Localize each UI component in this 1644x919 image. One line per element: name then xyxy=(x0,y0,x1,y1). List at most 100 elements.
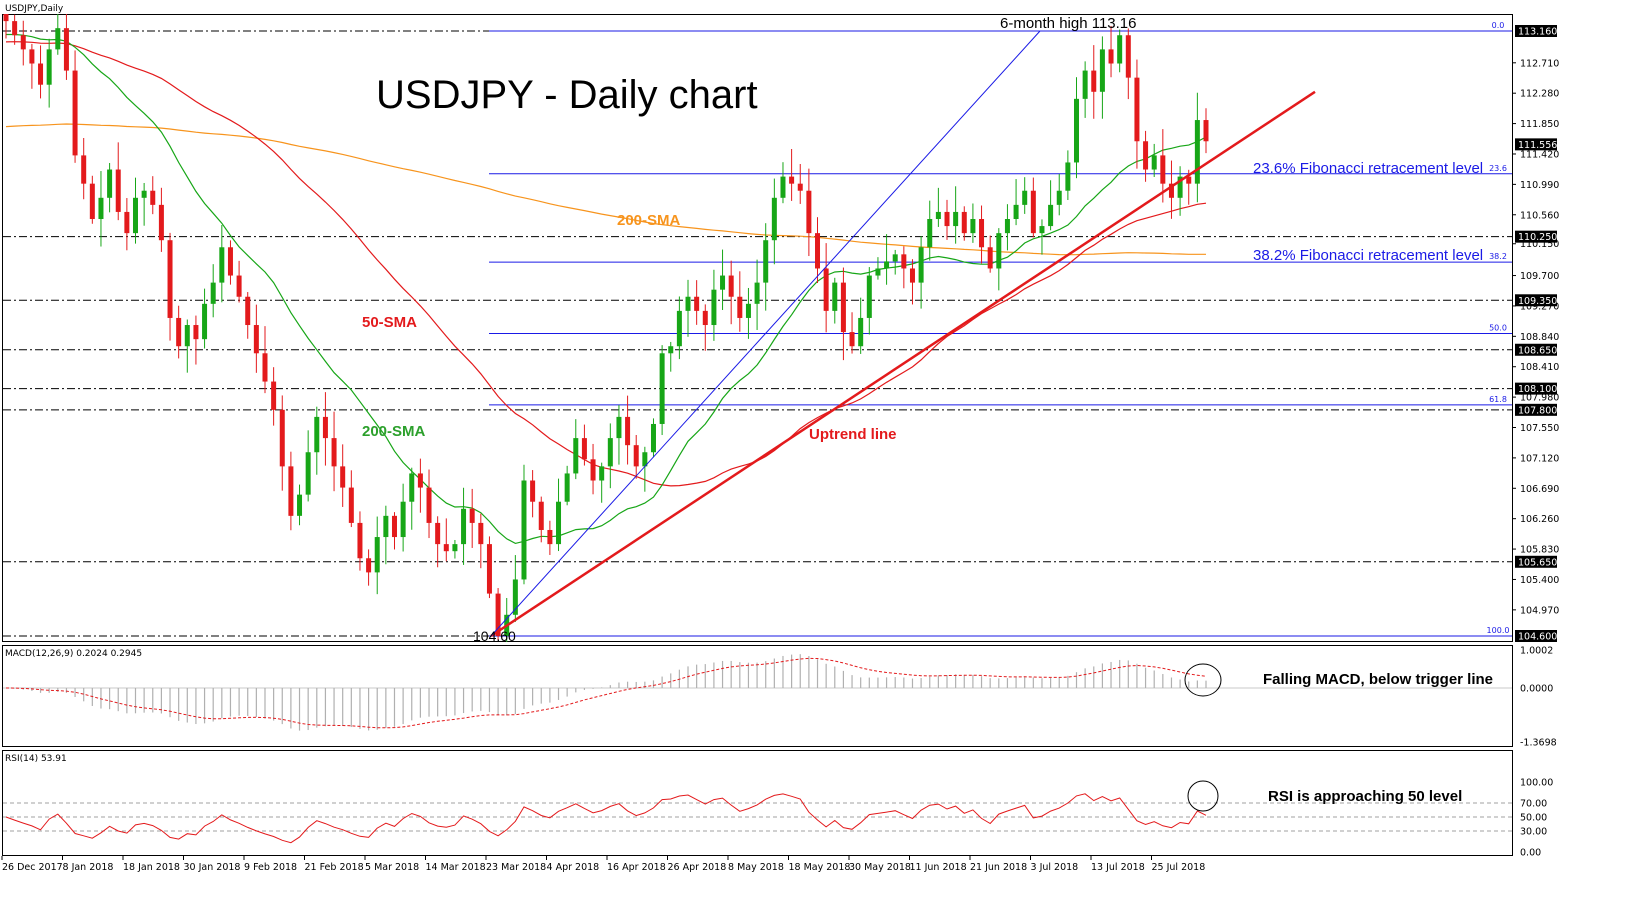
candle-body xyxy=(219,247,225,283)
candle-body xyxy=(1048,204,1054,227)
svg-text:107.800: 107.800 xyxy=(1518,405,1557,416)
candle-body xyxy=(944,211,950,227)
time-tick-label: 30 May 2018 xyxy=(849,862,911,873)
price-tick-label: 111.850 xyxy=(1520,119,1559,130)
candle-body xyxy=(461,508,467,545)
macd-panel: 1.0002 0.0000 -1.3698 xyxy=(3,646,1557,749)
candle-body xyxy=(202,303,208,340)
time-tick-label: 18 May 2018 xyxy=(789,862,851,873)
six-month-high-label: 6-month high 113.16 xyxy=(1000,15,1137,32)
candle-body xyxy=(780,176,786,198)
price-tick-label: 109.700 xyxy=(1520,271,1559,282)
time-tick-label: 21 Jun 2018 xyxy=(970,862,1027,873)
candle-body xyxy=(29,49,35,64)
price-tag: 110.250 xyxy=(1515,230,1557,243)
time-axis: 26 Dec 2017 8 Jan 2018 18 Jan 2018 30 Jan 2… xyxy=(1,856,1205,873)
candle-body xyxy=(745,303,751,318)
candle-body xyxy=(556,501,562,545)
price-axis: 112.710 112.280 111.850 111.420 110.990 110.5… xyxy=(1512,25,1559,643)
price-tick-label: 105.400 xyxy=(1520,575,1559,586)
candle-body xyxy=(935,211,941,220)
price-tick-label: 106.690 xyxy=(1520,484,1559,495)
candle-body xyxy=(1039,226,1045,234)
candle-body xyxy=(789,176,795,184)
candle-body xyxy=(3,14,9,22)
candle-body xyxy=(668,346,674,354)
svg-text:108.100: 108.100 xyxy=(1518,384,1557,395)
candle-body xyxy=(815,233,821,269)
candle-body xyxy=(901,254,907,269)
rsi-tick-label: 50.00 xyxy=(1520,813,1547,824)
candle-body xyxy=(685,296,691,311)
time-tick-label: 26 Apr 2018 xyxy=(668,862,727,873)
macd-tick-label: -1.3698 xyxy=(1520,738,1557,749)
uptrend-line xyxy=(490,90,1316,638)
price-tick-label: 111.420 xyxy=(1520,149,1559,160)
svg-text:111.556: 111.556 xyxy=(1518,140,1557,151)
svg-text:108.650: 108.650 xyxy=(1518,345,1557,356)
candle-body xyxy=(400,501,406,538)
candle-body xyxy=(797,183,803,191)
rsi-tick-label: 30.00 xyxy=(1520,827,1547,838)
price-tick-label: 108.410 xyxy=(1520,362,1559,373)
candle-body xyxy=(443,544,449,552)
time-tick-label: 21 Feb 2018 xyxy=(305,862,364,873)
candle-body xyxy=(987,247,993,269)
time-tick-label: 8 May 2018 xyxy=(728,862,784,873)
candle-body xyxy=(754,282,760,304)
candle-body xyxy=(176,317,182,347)
candle-body xyxy=(253,325,259,354)
candle-body xyxy=(426,487,432,523)
candle-body xyxy=(63,28,69,71)
candle-body xyxy=(297,494,303,516)
candle-body xyxy=(702,310,708,326)
chart-title: USDJPY - Daily chart xyxy=(376,73,758,117)
candle-body xyxy=(12,21,18,36)
sma-50-line xyxy=(5,41,1207,487)
svg-text:109.350: 109.350 xyxy=(1518,296,1557,307)
candle-body xyxy=(314,416,320,453)
candle-body xyxy=(383,515,389,538)
candle-body xyxy=(737,296,743,318)
time-tick-label: 18 Jan 2018 xyxy=(123,862,180,873)
rsi-tick-label: 70.00 xyxy=(1520,799,1547,810)
macd-tick-label: 1.0002 xyxy=(1520,646,1553,657)
label-200-sma-green: 200-SMA xyxy=(362,423,426,440)
candle-body xyxy=(132,197,138,234)
candle-body xyxy=(452,544,458,552)
svg-text:104.600: 104.600 xyxy=(1518,632,1557,643)
candle-body xyxy=(590,459,596,481)
candle-body xyxy=(184,325,190,347)
candle-body xyxy=(711,289,717,326)
fib-level-label: 61.8 xyxy=(1489,395,1507,404)
candle-body xyxy=(884,261,890,269)
candle-body xyxy=(81,155,87,184)
candle-body xyxy=(1134,77,1140,142)
candle-body xyxy=(849,332,855,347)
rsi-tick-label: 0.00 xyxy=(1520,848,1541,859)
candle-body xyxy=(581,438,587,460)
time-tick-label: 13 Jul 2018 xyxy=(1091,862,1145,873)
price-tick-label: 107.550 xyxy=(1520,423,1559,434)
candle-body xyxy=(1203,120,1209,142)
fib-level-label: 0.0 xyxy=(1492,21,1505,30)
candle-body xyxy=(348,487,354,523)
candle-body xyxy=(158,204,164,241)
candle-body xyxy=(210,282,216,304)
symbol-header: USDJPY,Daily xyxy=(5,4,64,14)
candle-body xyxy=(1186,176,1192,184)
candle-body xyxy=(1194,120,1200,184)
candle-body xyxy=(763,240,769,283)
candle-body xyxy=(1022,190,1028,205)
candle-body xyxy=(55,28,61,50)
candle-body xyxy=(564,473,570,502)
candle-body xyxy=(1160,155,1166,184)
fib-anchor-line xyxy=(490,30,1041,637)
candle-body xyxy=(1013,204,1019,220)
candle-body xyxy=(927,219,933,248)
candle-body xyxy=(435,522,441,545)
candle-body xyxy=(858,317,864,347)
candle-body xyxy=(1177,176,1183,198)
price-tick-label: 106.260 xyxy=(1520,514,1559,525)
